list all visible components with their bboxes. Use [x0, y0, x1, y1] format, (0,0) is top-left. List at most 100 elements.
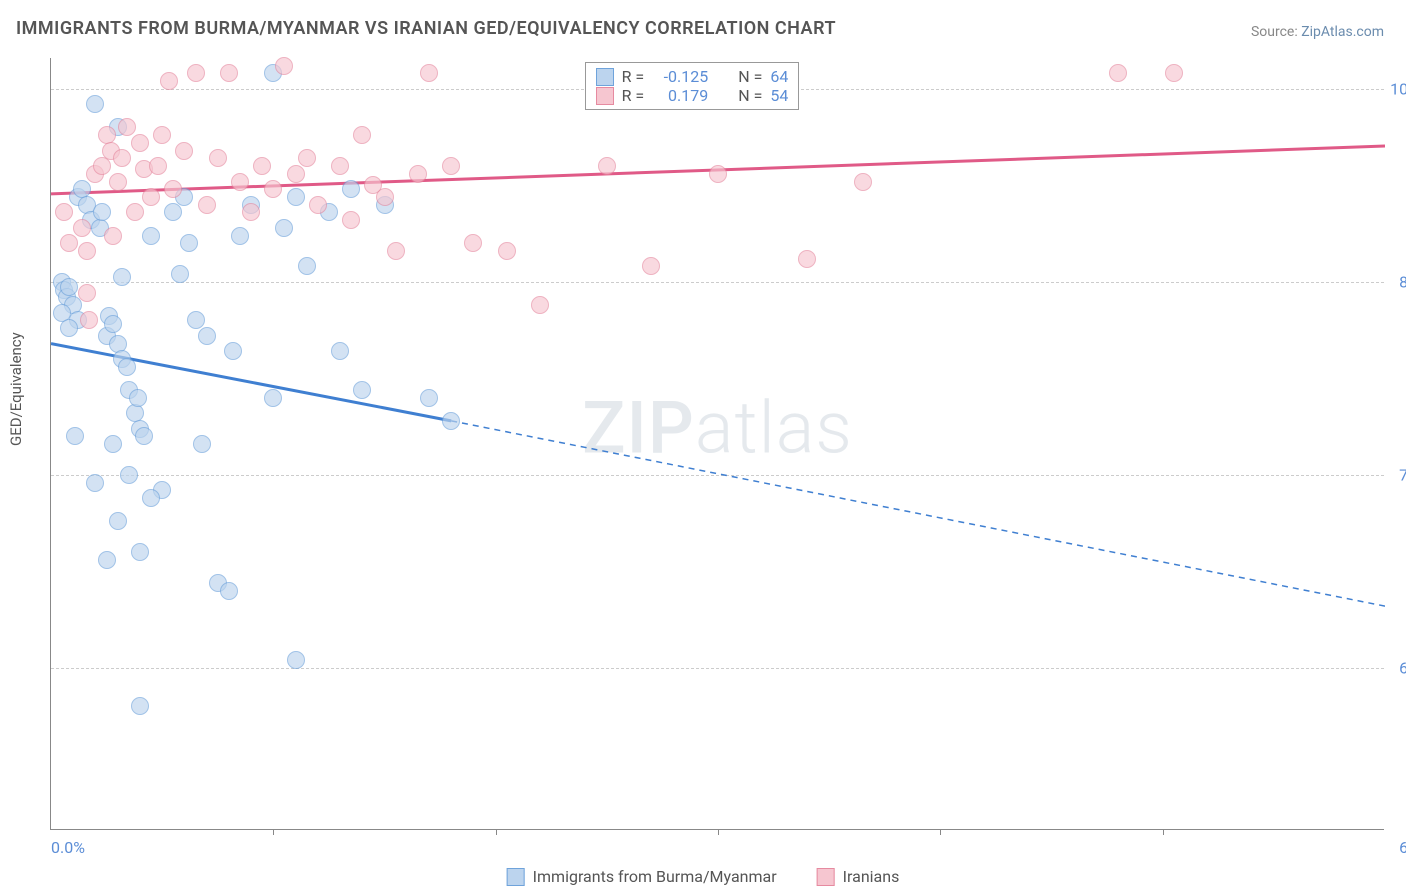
data-point — [104, 315, 122, 333]
data-point — [420, 389, 438, 407]
data-point — [142, 227, 160, 245]
data-point — [93, 157, 111, 175]
data-point — [220, 582, 238, 600]
x-tick-label: 60.0% — [1399, 838, 1406, 857]
data-point — [287, 165, 305, 183]
legend-swatch — [596, 68, 614, 86]
data-point — [642, 257, 660, 275]
data-point — [171, 265, 189, 283]
data-point — [160, 72, 178, 90]
data-point — [231, 173, 249, 191]
data-point — [331, 157, 349, 175]
source-label: Source: ZipAtlas.com — [1251, 24, 1384, 40]
data-point — [142, 188, 160, 206]
plot-area: ZIPatlas 62.5%75.0%87.5%100.0%0.0%60.0%R… — [50, 58, 1384, 830]
data-point — [131, 543, 149, 561]
data-point — [264, 389, 282, 407]
data-point — [442, 157, 460, 175]
x-minor-tick — [940, 829, 941, 835]
r-label: R = — [622, 86, 645, 105]
data-point — [242, 203, 260, 221]
watermark: ZIPatlas — [582, 386, 853, 471]
legend-swatch-2 — [817, 868, 835, 886]
legend-label-1: Immigrants from Burma/Myanmar — [533, 867, 777, 886]
bottom-legend: Immigrants from Burma/Myanmar Iranians — [507, 867, 900, 886]
data-point — [142, 489, 160, 507]
data-point — [275, 219, 293, 237]
data-point — [131, 134, 149, 152]
data-point — [442, 412, 460, 430]
data-point — [264, 180, 282, 198]
data-point — [798, 250, 816, 268]
data-point — [153, 126, 171, 144]
r-value: 0.179 — [652, 86, 708, 105]
data-point — [98, 551, 116, 569]
y-tick-label: 62.5% — [1399, 658, 1406, 677]
y-axis-title: GED/Equivalency — [7, 332, 25, 446]
x-minor-tick — [1163, 829, 1164, 835]
data-point — [287, 188, 305, 206]
legend-swatch — [596, 87, 614, 105]
data-point — [113, 149, 131, 167]
data-point — [253, 157, 271, 175]
data-point — [364, 176, 382, 194]
data-point — [342, 180, 360, 198]
y-tick-label: 87.5% — [1399, 272, 1406, 291]
correlation-legend-box: R =-0.125N =64R =0.179N =54 — [585, 62, 800, 110]
data-point — [149, 157, 167, 175]
data-point — [709, 165, 727, 183]
data-point — [353, 381, 371, 399]
data-point — [164, 180, 182, 198]
data-point — [1165, 64, 1183, 82]
correlation-legend-row: R =0.179N =54 — [596, 86, 789, 105]
data-point — [298, 149, 316, 167]
x-tick-label: 0.0% — [51, 838, 85, 857]
source-link[interactable]: ZipAtlas.com — [1301, 24, 1384, 40]
gridline-horizontal — [51, 475, 1384, 476]
data-point — [86, 95, 104, 113]
data-point — [73, 219, 91, 237]
data-point — [309, 196, 327, 214]
trend-line-solid — [51, 344, 451, 421]
data-point — [60, 278, 78, 296]
data-point — [93, 203, 111, 221]
data-point — [498, 242, 516, 260]
data-point — [109, 173, 127, 191]
data-point — [55, 203, 73, 221]
data-point — [60, 234, 78, 252]
data-point — [109, 512, 127, 530]
data-point — [275, 57, 293, 75]
data-point — [224, 342, 242, 360]
data-point — [298, 257, 316, 275]
data-point — [287, 651, 305, 669]
data-point — [387, 242, 405, 260]
gridline-horizontal — [51, 668, 1384, 669]
data-point — [78, 284, 96, 302]
data-point — [180, 234, 198, 252]
data-point — [118, 358, 136, 376]
x-minor-tick — [718, 829, 719, 835]
chart-title: IMMIGRANTS FROM BURMA/MYANMAR VS IRANIAN… — [16, 18, 836, 39]
data-point — [80, 311, 98, 329]
data-point — [135, 427, 153, 445]
gridline-horizontal — [51, 282, 1384, 283]
data-point — [353, 126, 371, 144]
legend-item-series2: Iranians — [817, 867, 900, 886]
data-point — [220, 64, 238, 82]
data-point — [409, 165, 427, 183]
data-point — [209, 149, 227, 167]
data-point — [420, 64, 438, 82]
data-point — [193, 435, 211, 453]
data-point — [342, 211, 360, 229]
data-point — [126, 203, 144, 221]
legend-swatch-1 — [507, 868, 525, 886]
data-point — [131, 697, 149, 715]
data-point — [104, 227, 122, 245]
legend-label-2: Iranians — [843, 867, 900, 886]
data-point — [78, 242, 96, 260]
data-point — [1109, 64, 1127, 82]
data-point — [598, 157, 616, 175]
correlation-legend-row: R =-0.125N =64 — [596, 67, 789, 86]
data-point — [104, 435, 122, 453]
data-point — [129, 389, 147, 407]
